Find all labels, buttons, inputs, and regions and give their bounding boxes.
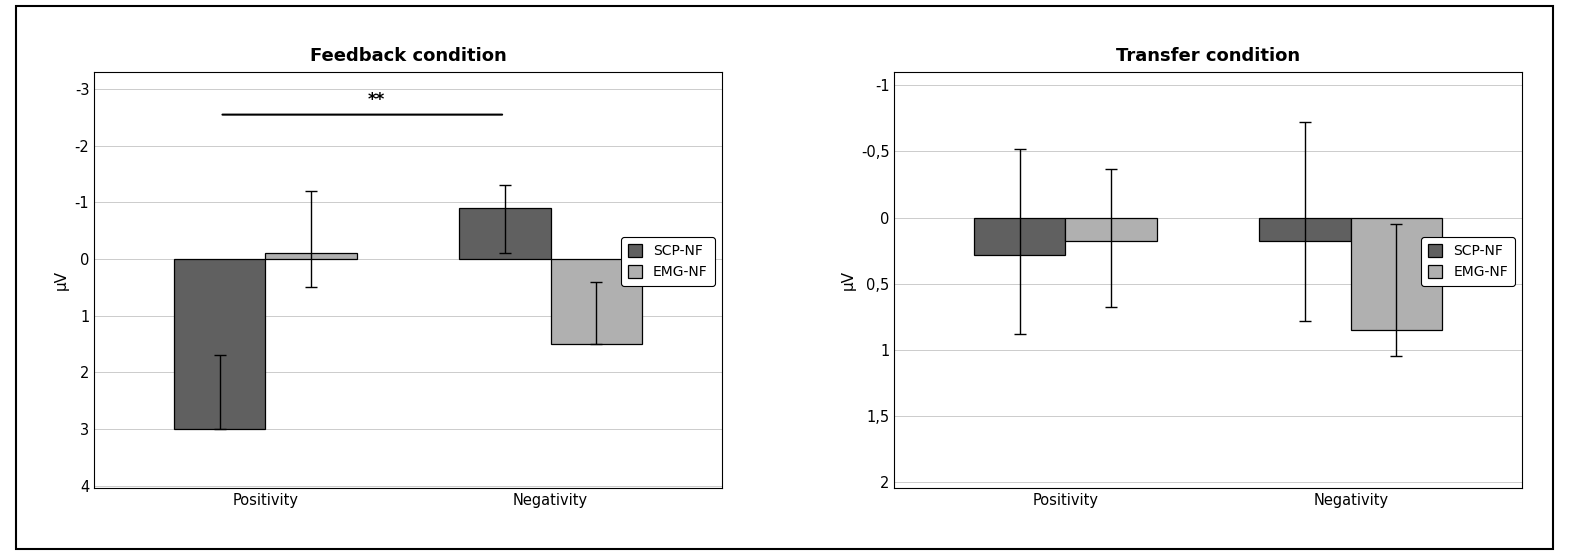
Title: Transfer condition: Transfer condition (1116, 47, 1301, 65)
Text: **: ** (369, 91, 384, 109)
Y-axis label: μV: μV (53, 270, 69, 290)
Bar (174, 259, 265, 429)
Bar (1260, 218, 1351, 241)
Bar (974, 218, 1065, 255)
Legend: SCP-NF, EMG-NF: SCP-NF, EMG-NF (1422, 238, 1516, 286)
Bar (1065, 218, 1156, 241)
Bar (460, 208, 551, 259)
Y-axis label: μV: μV (841, 270, 855, 290)
Bar (551, 259, 642, 344)
Legend: SCP-NF, EMG-NF: SCP-NF, EMG-NF (621, 238, 715, 286)
Bar (265, 254, 356, 259)
Bar (1351, 218, 1442, 330)
Title: Feedback condition: Feedback condition (309, 47, 507, 65)
